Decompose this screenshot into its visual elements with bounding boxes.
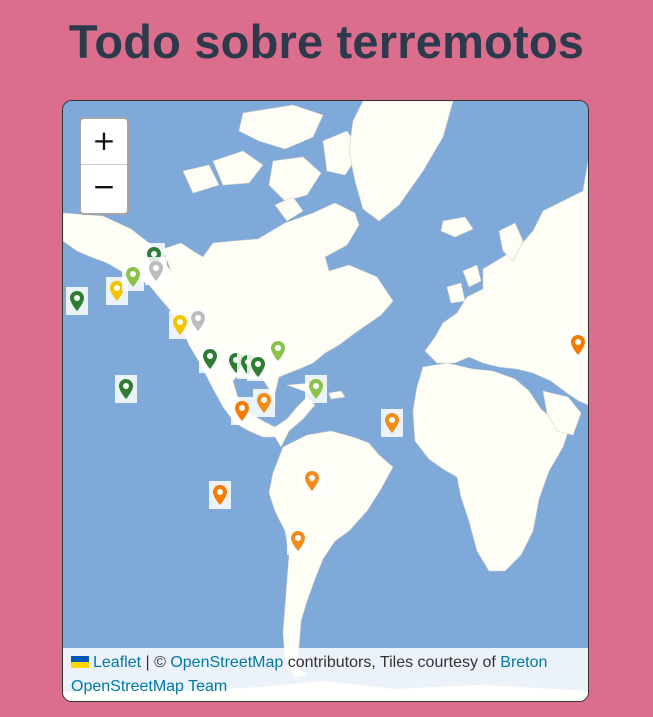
- map-pin-icon: [305, 471, 319, 491]
- greenland-landmass: [348, 101, 454, 222]
- eurasia-landmass: [424, 160, 588, 406]
- marker-central-america-2[interactable]: [253, 389, 275, 417]
- marker-caribbean[interactable]: [305, 375, 327, 403]
- map-pin-icon: [291, 531, 305, 551]
- map-pin-icon: [119, 379, 133, 399]
- map-pin-icon: [126, 267, 140, 287]
- map-pin-icon: [110, 281, 124, 301]
- marker-california-2[interactable]: [187, 307, 209, 335]
- map-attribution: Leaflet | © OpenStreetMap contributors, …: [63, 648, 588, 701]
- zoom-out-button[interactable]: −: [92, 170, 116, 203]
- marker-alaska-2[interactable]: [122, 263, 144, 291]
- openstreetmap-link[interactable]: OpenStreetMap: [170, 654, 284, 671]
- marker-pacific-south[interactable]: [209, 481, 231, 509]
- map-pin-icon: [213, 485, 227, 505]
- marker-iran[interactable]: [567, 331, 588, 359]
- map-pin-icon: [251, 357, 265, 377]
- marker-alaska-4[interactable]: [145, 257, 167, 285]
- ukraine-flag-icon: [71, 656, 89, 668]
- breton-osm-team-link[interactable]: Breton OpenStreetMap Team: [71, 654, 548, 695]
- map-pin-icon: [203, 349, 217, 369]
- map-tiles[interactable]: [63, 101, 588, 701]
- map-pin-icon: [173, 315, 187, 335]
- marker-usa-east[interactable]: [267, 337, 289, 365]
- africa-landmass: [412, 362, 572, 572]
- marker-mexico-1[interactable]: [199, 345, 221, 373]
- map-pin-icon: [571, 335, 585, 355]
- map-pin-icon: [257, 393, 271, 413]
- marker-chile-south[interactable]: [287, 527, 309, 555]
- marker-central-america-1[interactable]: [231, 397, 253, 425]
- attribution-contributors-text: contributors, Tiles courtesy of: [283, 654, 501, 671]
- map-pin-icon: [385, 413, 399, 433]
- marker-alaska-1[interactable]: [106, 277, 128, 305]
- map-pin-icon: [309, 379, 323, 399]
- zoom-control: + −: [79, 117, 129, 215]
- map-pin-icon: [149, 261, 163, 281]
- marker-chile-north[interactable]: [301, 467, 323, 495]
- map-pin-icon: [70, 291, 84, 311]
- marker-california-1[interactable]: [169, 311, 191, 339]
- leaflet-link[interactable]: Leaflet: [93, 654, 142, 671]
- marker-aleutians-west[interactable]: [66, 287, 88, 315]
- zoom-in-button[interactable]: +: [81, 119, 127, 165]
- marker-hawaii[interactable]: [115, 375, 137, 403]
- map-pin-icon: [235, 401, 249, 421]
- map-pin-icon: [191, 311, 205, 331]
- map-pin-icon: [271, 341, 285, 361]
- marker-mexico-4[interactable]: [247, 353, 269, 381]
- page-title: Todo sobre terremotos: [68, 15, 585, 68]
- earthquake-map[interactable]: + − Leaflet | © OpenStreetMap contributo…: [62, 100, 589, 702]
- attribution-separator: | ©: [141, 654, 171, 671]
- marker-mid-atlantic[interactable]: [381, 409, 403, 437]
